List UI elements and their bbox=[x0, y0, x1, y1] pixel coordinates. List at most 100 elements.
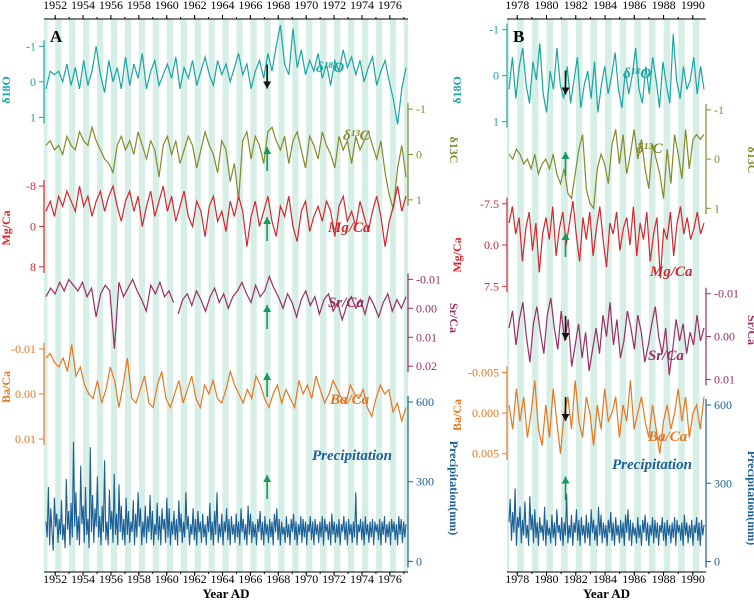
x-tick-label-top: 1982 bbox=[564, 0, 588, 12]
y-tick-label: 8 bbox=[30, 260, 36, 274]
series-label: Sr/Ca bbox=[648, 348, 684, 364]
series-label: Mg/Ca bbox=[649, 264, 693, 280]
x-tick-label-top: 1962 bbox=[183, 0, 207, 12]
series-mgca: -7.5 0.0 7.5 Mg/Ca Mg/Ca bbox=[450, 197, 705, 293]
series-line-srca bbox=[45, 274, 407, 349]
x-tick-label-top: 1956 bbox=[99, 0, 123, 12]
series-label: Mg/Ca bbox=[327, 220, 371, 236]
y-tick-label: -0.01 bbox=[11, 342, 36, 356]
x-tick-label-bottom: 1974 bbox=[350, 572, 374, 586]
arrow-up-icon bbox=[263, 217, 272, 241]
x-tick-label-top: 1968 bbox=[266, 0, 290, 12]
year-band bbox=[236, 19, 243, 572]
arrow-up-icon bbox=[561, 233, 570, 257]
x-tick-label-bottom: 1986 bbox=[622, 572, 646, 586]
panel-letter: B bbox=[513, 27, 524, 46]
series-label: Ba/Ca bbox=[329, 392, 370, 408]
arrow-head bbox=[263, 373, 272, 380]
x-axis-label: Year AD bbox=[202, 586, 249, 601]
year-band bbox=[69, 19, 76, 572]
series-line-mgca bbox=[45, 184, 407, 247]
y-tick-label: 0.005 bbox=[472, 447, 499, 461]
year-band bbox=[44, 19, 48, 572]
arrow-head bbox=[263, 81, 272, 89]
series-label: Ba/Ca bbox=[647, 429, 688, 445]
y-tick-label: -1 bbox=[26, 39, 36, 53]
x-tick-label-bottom: 1958 bbox=[127, 572, 151, 586]
y-tick-label: -1 bbox=[714, 103, 724, 117]
x-tick-label-bottom: 1968 bbox=[266, 572, 290, 586]
y-tick-label: 0 bbox=[416, 554, 422, 568]
series-label: Precipitation bbox=[612, 457, 692, 473]
year-band bbox=[575, 19, 583, 572]
series-baca: -0.005 0.000 0.005 Ba/Ca Ba/Ca bbox=[450, 365, 705, 461]
arrow-head bbox=[263, 147, 272, 154]
year-band bbox=[152, 19, 160, 572]
x-tick-label-bottom: 1988 bbox=[652, 572, 676, 586]
y-tick-label: 0.000 bbox=[472, 406, 499, 420]
arrow-up-icon bbox=[561, 476, 570, 501]
x-tick-label-bottom: 1956 bbox=[99, 572, 123, 586]
x-tick-label-top: 1984 bbox=[593, 0, 617, 12]
y-tick-label: 0 bbox=[714, 152, 720, 166]
year-band bbox=[389, 19, 397, 572]
arrow-head bbox=[561, 476, 570, 484]
arrow-up-icon bbox=[561, 152, 570, 176]
series-line-d13c bbox=[508, 129, 705, 210]
y-tick-label: 0.01 bbox=[714, 372, 735, 386]
x-tick-label-bottom: 1964 bbox=[211, 572, 235, 586]
x-tick-label-bottom: 1970 bbox=[294, 572, 318, 586]
year-band bbox=[124, 19, 132, 572]
series-d18o: -1 0 1 δ18O δ¹⁸O bbox=[0, 24, 407, 125]
year-band bbox=[320, 19, 327, 572]
y-tick-label: -1 bbox=[489, 23, 499, 37]
series-line-srca bbox=[508, 297, 705, 376]
y-tick-label: 1 bbox=[416, 193, 422, 207]
series-line-mgca bbox=[508, 200, 705, 279]
arrow-head bbox=[561, 152, 570, 159]
series-label: Sr/Ca bbox=[328, 295, 364, 311]
y-tick-label: 0.01 bbox=[416, 330, 437, 344]
x-tick-label-top: 1974 bbox=[350, 0, 374, 12]
y-tick-label: -0.005 bbox=[468, 365, 499, 379]
x-tick-label-bottom: 1962 bbox=[183, 572, 207, 586]
y-tick-label: 0.00 bbox=[15, 387, 36, 401]
year-band bbox=[590, 19, 597, 572]
x-tick-label-bottom: 1960 bbox=[155, 572, 179, 586]
series-line-d18o bbox=[45, 24, 407, 125]
arrow-head bbox=[561, 233, 570, 240]
series-d13c: -1 0 1 δ13C δ¹³C bbox=[45, 102, 461, 210]
y-tick-label: -1 bbox=[416, 102, 426, 116]
y-axis-title: Mg/Ca bbox=[450, 237, 464, 272]
series-srca: -0.01 0.00 0.01 0.02 Sr/Ca Sr/Ca bbox=[45, 272, 461, 373]
x-tick-label-top: 1986 bbox=[622, 0, 646, 12]
arrow-head bbox=[263, 217, 272, 224]
year-band bbox=[634, 19, 641, 572]
x-tick-label-top: 1964 bbox=[211, 0, 235, 12]
year-band bbox=[264, 19, 271, 572]
x-tick-label-top: 1952 bbox=[43, 0, 67, 12]
series-label: δ¹⁸O bbox=[316, 60, 344, 76]
y-tick-label: 0.01 bbox=[15, 432, 36, 446]
year-band bbox=[619, 19, 627, 572]
year-band bbox=[278, 19, 285, 572]
x-tick-label-top: 1988 bbox=[652, 0, 676, 12]
arrow-down-icon bbox=[561, 397, 570, 421]
y-tick-label: 0.02 bbox=[416, 359, 437, 373]
year-band bbox=[663, 19, 671, 572]
year-band bbox=[138, 19, 146, 572]
y-axis-title: δ13C bbox=[447, 137, 461, 164]
year-band bbox=[648, 19, 656, 572]
year-band bbox=[605, 19, 612, 572]
y-axis-title: Sr/Ca bbox=[745, 315, 754, 345]
y-tick-label: 0.0 bbox=[484, 238, 499, 252]
y-tick-label: 0 bbox=[30, 75, 36, 89]
series-label: Precipitation bbox=[312, 448, 392, 464]
y-tick-label: 300 bbox=[416, 475, 434, 489]
x-tick-label-bottom: 1978 bbox=[505, 572, 529, 586]
year-band bbox=[507, 19, 510, 572]
y-axis-title: Mg/Ca bbox=[0, 210, 13, 245]
panel-b: B 1978 1978 1980 1980 1982 1982 1984 1984 1986 198… bbox=[450, 0, 754, 601]
x-tick-label-top: 1958 bbox=[127, 0, 151, 12]
y-axis-title: Ba/Ca bbox=[0, 371, 13, 403]
